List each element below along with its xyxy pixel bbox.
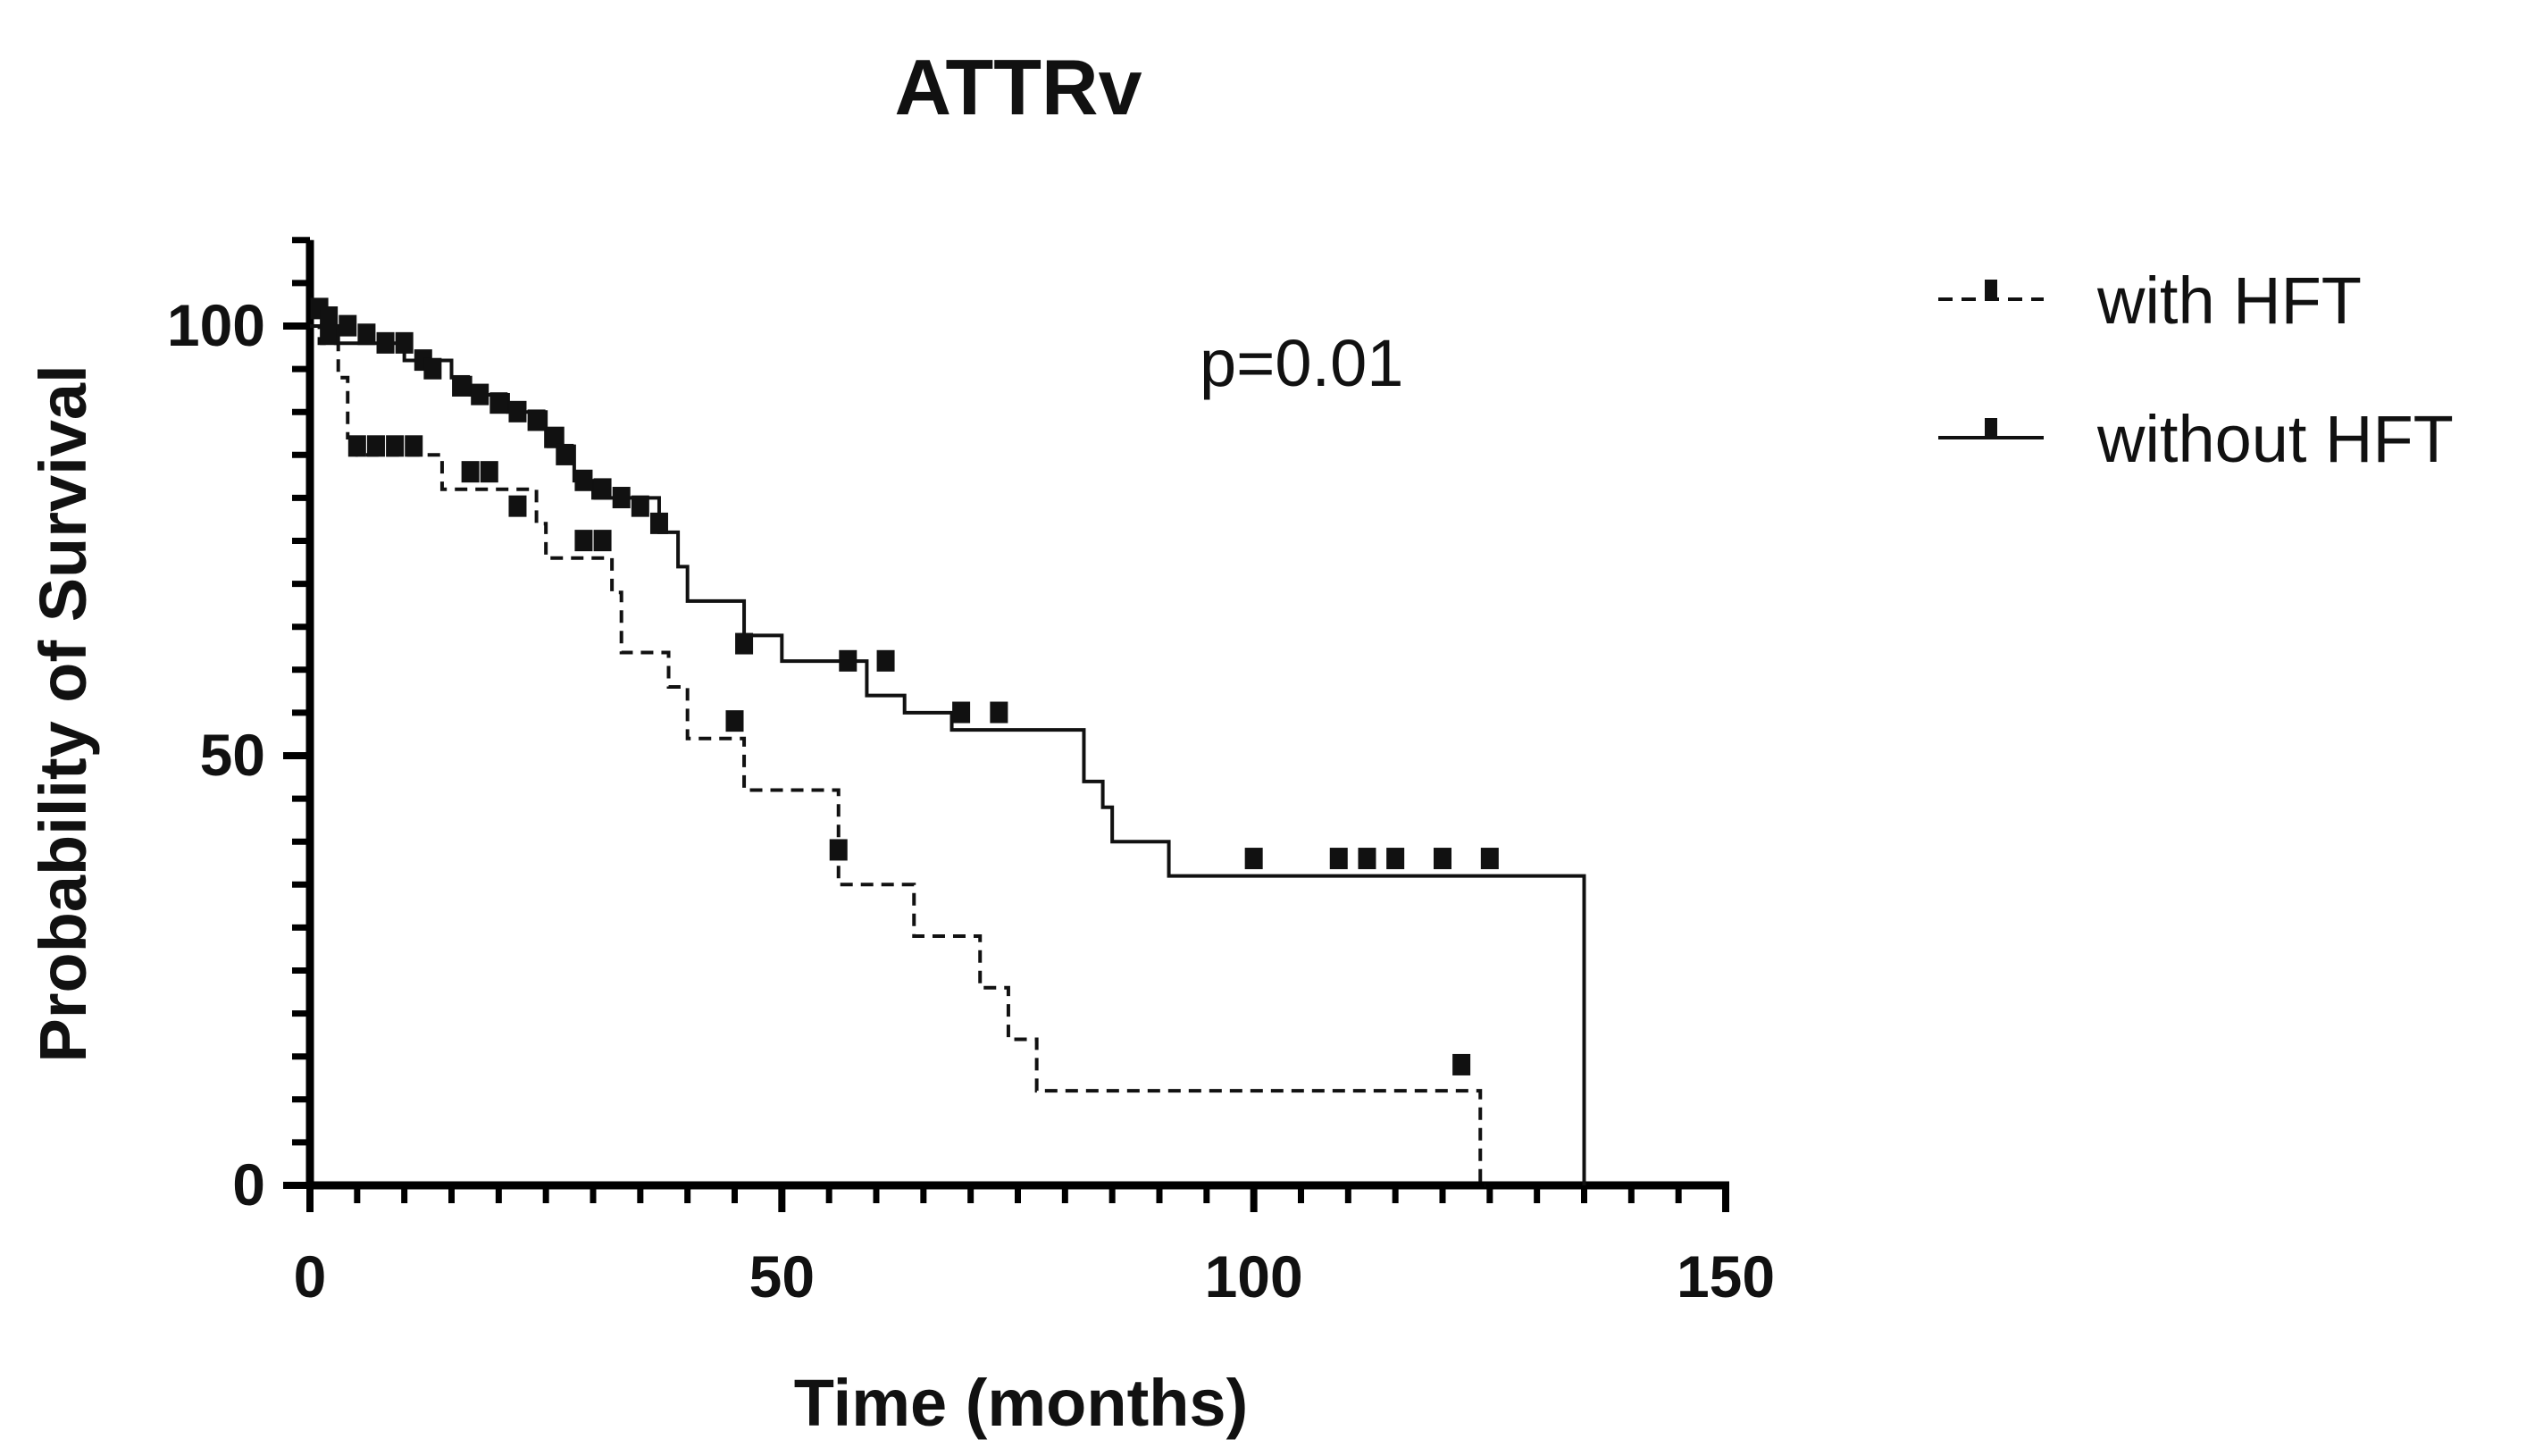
series-line-with-hft xyxy=(310,324,1485,1187)
y-tick-label-50: 50 xyxy=(200,722,265,788)
censor-mark-with-hft xyxy=(386,435,405,457)
censor-mark-without-hft xyxy=(452,374,471,397)
censor-mark-with-hft xyxy=(347,435,366,457)
legend-entry-without-hft: without HFT xyxy=(1938,402,2454,476)
censor-mark-without-hft xyxy=(735,632,754,655)
censor-mark-without-hft xyxy=(1244,848,1263,870)
censor-mark-without-hft xyxy=(1480,848,1499,870)
censor-mark-without-hft xyxy=(395,331,414,354)
censor-mark-without-hft xyxy=(1358,848,1376,870)
censor-mark-without-hft xyxy=(508,400,527,423)
censor-mark-without-hft xyxy=(546,426,565,448)
censor-mark-without-hft xyxy=(527,409,546,431)
censor-mark-with-hft xyxy=(480,461,498,483)
x-tick-label-0: 0 xyxy=(294,1243,327,1310)
censor-mark-with-hft xyxy=(508,495,527,517)
censor-mark-without-hft xyxy=(952,701,971,724)
censor-mark-without-hft xyxy=(612,487,631,509)
plot-area xyxy=(310,297,1586,1187)
censor-mark-without-hft xyxy=(1434,848,1451,870)
censor-mark-with-hft xyxy=(725,710,744,732)
axes: 0 50 100 0 50 100 150 xyxy=(167,237,1775,1310)
x-tick-label-150: 150 xyxy=(1677,1243,1775,1310)
censor-mark-without-hft xyxy=(839,649,857,672)
censor-mark-with-hft xyxy=(829,839,848,861)
censor-mark-without-hft xyxy=(471,383,489,406)
legend-censor-mark-without-hft xyxy=(1985,418,1997,438)
censor-mark-with-hft xyxy=(593,530,612,552)
y-axis-label: Probability of Survival xyxy=(26,364,100,1062)
censor-mark-without-hft xyxy=(339,314,357,337)
x-axis-label: Time (months) xyxy=(794,1366,1248,1440)
censor-mark-without-hft xyxy=(876,649,895,672)
legend-censor-mark-with-hft xyxy=(1985,280,1997,299)
censor-mark-without-hft xyxy=(556,443,574,465)
censor-mark-with-hft xyxy=(320,323,339,346)
chart-title: ATTRv xyxy=(894,43,1142,131)
legend-label-without-hft: without HFT xyxy=(2096,402,2454,476)
censor-mark-with-hft xyxy=(366,435,385,457)
censor-mark-without-hft xyxy=(376,331,395,354)
censor-mark-with-hft xyxy=(574,530,593,552)
censor-mark-without-hft xyxy=(1386,848,1405,870)
x-tick-label-50: 50 xyxy=(749,1243,815,1310)
censor-mark-without-hft xyxy=(357,323,376,346)
censor-mark-without-hft xyxy=(1329,848,1348,870)
censor-mark-without-hft xyxy=(990,701,1008,724)
censor-mark-without-hft xyxy=(489,392,508,414)
legend-label-with-hft: with HFT xyxy=(2096,264,2362,338)
legend-entry-with-hft: with HFT xyxy=(1938,264,2362,338)
censor-mark-without-hft xyxy=(423,357,442,380)
y-tick-label-100: 100 xyxy=(167,292,265,358)
p-value-annotation: p=0.01 xyxy=(1200,326,1403,400)
censor-mark-without-hft xyxy=(593,478,612,500)
x-tick-label-100: 100 xyxy=(1205,1243,1303,1310)
censor-mark-without-hft xyxy=(574,469,593,491)
censor-mark-with-hft xyxy=(1452,1053,1471,1075)
legend: with HFT without HFT xyxy=(1938,264,2454,476)
series-line-without-hft xyxy=(310,324,1586,1185)
y-tick-label-0: 0 xyxy=(232,1151,265,1218)
censor-mark-without-hft xyxy=(631,495,649,517)
censor-mark-with-hft xyxy=(405,435,423,457)
censor-mark-with-hft xyxy=(461,461,480,483)
censor-mark-without-hft xyxy=(320,306,339,328)
censor-mark-without-hft xyxy=(649,512,668,534)
